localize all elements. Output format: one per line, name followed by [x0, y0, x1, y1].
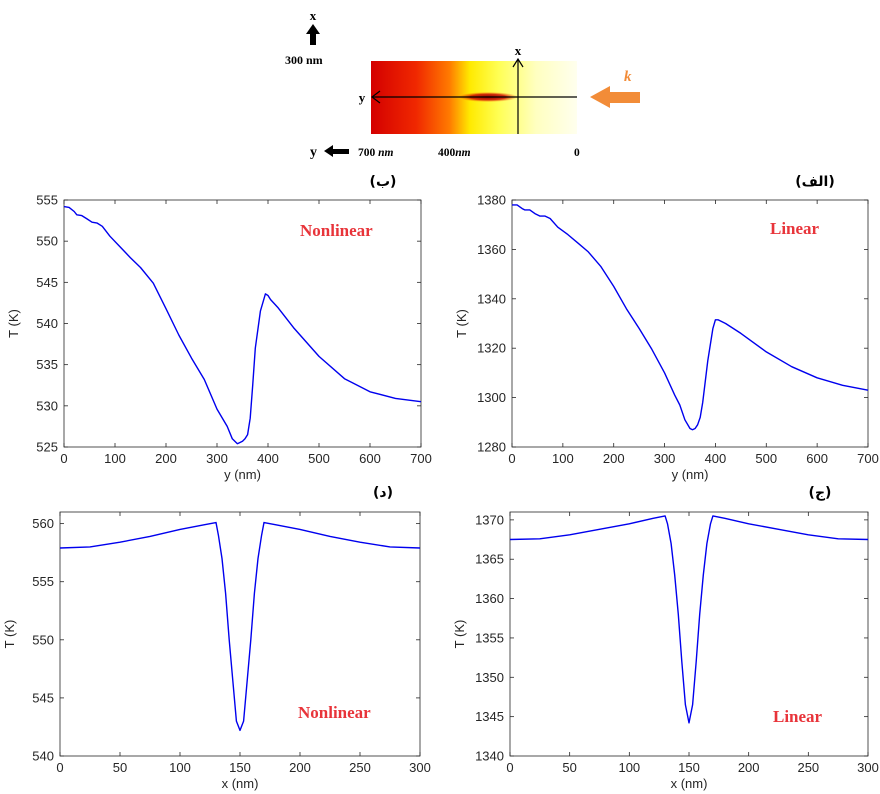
annotation-label: Nonlinear	[300, 221, 373, 240]
x-tick-label: 700	[857, 451, 879, 466]
x-tick-label: 100	[552, 451, 574, 466]
y-tick-label: 555	[36, 193, 58, 208]
x-tick-label: 150	[229, 760, 251, 775]
y-tick-label: 1370	[475, 512, 504, 527]
y-axis-label: T (K)	[452, 620, 467, 649]
x-tick-label: 50	[113, 760, 127, 775]
pos-0: 0	[574, 147, 580, 159]
y-tick-label: 1355	[475, 630, 504, 645]
y-tick-label: 1365	[475, 552, 504, 567]
plot-frame	[511, 199, 869, 448]
x-tick-label: 200	[603, 451, 625, 466]
y-tick-label: 1280	[477, 440, 506, 455]
y-tick-label: 535	[36, 357, 58, 372]
x-axis-label: x (nm)	[671, 776, 708, 791]
annotation-label: Linear	[770, 219, 820, 238]
left-arrow-icon	[324, 145, 349, 157]
x-tick-label: 300	[206, 451, 228, 466]
x-tick-label: 0	[508, 451, 515, 466]
chart-panel-4: 0 50 100 150 200 250 300 1340 1345 1350 1355 1360 13…	[452, 485, 879, 791]
y-tick-label: 530	[36, 398, 58, 413]
x-tick-label: 400	[257, 451, 279, 466]
x-tick-label: 500	[755, 451, 777, 466]
scale-x-label: x	[310, 8, 317, 23]
x-tick-label: 300	[857, 760, 879, 775]
y-tick-label: 1300	[477, 390, 506, 405]
y-tick-label: 1360	[477, 242, 506, 257]
x-axis-arrowhead	[512, 57, 524, 68]
y-axis-arrowhead	[371, 90, 381, 104]
panel-label: (ج)	[809, 485, 832, 501]
x-tick-label: 100	[104, 451, 126, 466]
chart-panel-1: 0 100 200 300 400 500 600 700 525 530 535 540 545 550…	[6, 174, 432, 482]
x-tick-label: 700	[410, 451, 432, 466]
series-line	[509, 515, 869, 724]
y-tick-label: 545	[36, 275, 58, 290]
y-axis-label: T (K)	[454, 309, 469, 338]
annotation-label: Linear	[773, 707, 823, 726]
panel-label: (د)	[373, 485, 393, 501]
x-tick-label: 100	[618, 760, 640, 775]
y-tick-label: 560	[32, 516, 54, 531]
x-tick-label: 0	[506, 760, 513, 775]
x-tick-label: 100	[169, 760, 191, 775]
panel-label: (الف)	[795, 174, 835, 190]
x-tick-label: 200	[289, 760, 311, 775]
y-tick-label: 1345	[475, 709, 504, 724]
x-axis-label: y (nm)	[672, 467, 709, 482]
y-tick-label: 525	[36, 440, 58, 455]
schematic-x-label: x	[515, 43, 522, 58]
x-tick-label: 150	[678, 760, 700, 775]
y-tick-label: 555	[32, 574, 54, 589]
y-tick-label: 1380	[477, 193, 506, 208]
chart-panel-3: 0 50 100 150 200 250 300 540 545 550 555 560 x (nm) T…	[2, 485, 431, 791]
wave-vector-label: k	[624, 69, 632, 85]
pos-400: 400nm	[438, 147, 471, 159]
y-axis-label: T (K)	[6, 309, 21, 338]
x-tick-label: 500	[308, 451, 330, 466]
incident-arrow-icon	[590, 86, 640, 108]
y-tick-label: 540	[36, 316, 58, 331]
y-tick-label: 1360	[475, 591, 504, 606]
y-tick-label: 550	[32, 632, 54, 647]
series-line	[512, 204, 869, 431]
annotation-label: Nonlinear	[298, 703, 371, 722]
x-tick-label: 600	[359, 451, 381, 466]
x-tick-label: 250	[349, 760, 371, 775]
x-tick-label: 250	[797, 760, 819, 775]
y-tick-label: 1340	[477, 291, 506, 306]
x-tick-label: 200	[738, 760, 760, 775]
x-axis-label: y (nm)	[224, 467, 261, 482]
scale-label: 300 nm	[285, 53, 323, 67]
x-axis-label: x (nm)	[222, 776, 259, 791]
x-tick-label: 0	[56, 760, 63, 775]
x-tick-label: 300	[409, 760, 431, 775]
schematic-y-label: y	[359, 90, 366, 105]
y-tick-label: 545	[32, 690, 54, 705]
x-tick-label: 200	[155, 451, 177, 466]
pos-700: 700 nm	[358, 147, 394, 159]
panel-label: (ب)	[370, 174, 397, 190]
bottom-y-label: y	[310, 145, 317, 160]
up-arrow-icon	[306, 24, 320, 45]
x-tick-label: 600	[806, 451, 828, 466]
y-axis-label: T (K)	[2, 620, 17, 649]
x-tick-label: 0	[60, 451, 67, 466]
schematic: x y x 300 nm k y 700 nm 400nm 0	[285, 8, 640, 160]
x-tick-label: 50	[562, 760, 576, 775]
series-line	[59, 521, 421, 732]
y-tick-label: 550	[36, 234, 58, 249]
y-tick-label: 1340	[475, 749, 504, 764]
y-tick-label: 1350	[475, 670, 504, 685]
y-tick-label: 1320	[477, 341, 506, 356]
series-line	[63, 205, 422, 445]
x-tick-label: 300	[654, 451, 676, 466]
x-tick-label: 400	[705, 451, 727, 466]
y-tick-label: 540	[32, 749, 54, 764]
chart-panel-2: 0 100 200 300 400 500 600 700 1280 1300 1320 1340 13…	[454, 174, 879, 482]
